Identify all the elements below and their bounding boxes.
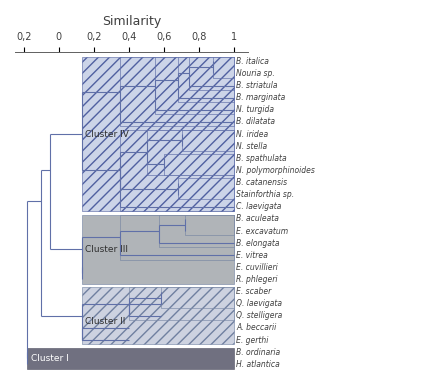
Bar: [120, 130, 234, 211]
Bar: [155, 57, 234, 114]
Text: E. excavatum: E. excavatum: [236, 226, 288, 235]
Bar: [161, 287, 234, 308]
Text: N. iridea: N. iridea: [236, 130, 268, 138]
Bar: [81, 214, 234, 284]
Bar: [181, 130, 234, 151]
Bar: [81, 57, 234, 211]
Text: Cluster IV: Cluster IV: [85, 130, 129, 138]
Title: Similarity: Similarity: [102, 15, 161, 28]
Text: N. polymorphinoides: N. polymorphinoides: [236, 166, 315, 175]
Text: E. gerthi: E. gerthi: [236, 336, 268, 345]
Text: H. atlantica: H. atlantica: [236, 360, 280, 369]
Bar: [164, 154, 234, 175]
Bar: [213, 57, 234, 78]
Text: B. italica: B. italica: [236, 57, 269, 66]
Text: A. beccarii: A. beccarii: [236, 323, 276, 333]
Text: B. ordinaria: B. ordinaria: [236, 348, 280, 357]
Text: E. cuvillieri: E. cuvillieri: [236, 263, 278, 272]
Text: B. aculeata: B. aculeata: [236, 214, 279, 223]
Bar: [178, 57, 234, 102]
Text: B. marginata: B. marginata: [236, 93, 285, 102]
Text: Nouria sp.: Nouria sp.: [236, 69, 275, 78]
Text: Q. laevigata: Q. laevigata: [236, 299, 282, 308]
Bar: [129, 287, 234, 320]
Text: B. elongata: B. elongata: [236, 238, 279, 248]
Text: B. catanensis: B. catanensis: [236, 178, 287, 187]
Text: Q. stelligera: Q. stelligera: [236, 311, 282, 320]
Text: B. dilatata: B. dilatata: [236, 117, 275, 126]
Text: Stainforthia sp.: Stainforthia sp.: [236, 190, 294, 199]
Text: E. vitrea: E. vitrea: [236, 251, 268, 260]
Text: N. turgida: N. turgida: [236, 105, 274, 114]
Text: C. laevigata: C. laevigata: [236, 202, 281, 211]
Text: Cluster I: Cluster I: [31, 354, 68, 363]
Bar: [159, 214, 234, 247]
Text: N. stella: N. stella: [236, 142, 267, 151]
Text: B. spathulata: B. spathulata: [236, 154, 287, 163]
Text: Cluster II: Cluster II: [85, 317, 125, 326]
Text: E. scaber: E. scaber: [236, 287, 271, 296]
Bar: [189, 57, 234, 90]
Bar: [81, 287, 234, 344]
Bar: [120, 57, 234, 126]
Bar: [27, 348, 234, 369]
Text: B. striatula: B. striatula: [236, 81, 278, 90]
Bar: [120, 214, 234, 259]
Bar: [185, 214, 234, 235]
Bar: [146, 130, 234, 175]
Text: Cluster III: Cluster III: [85, 245, 128, 254]
Bar: [178, 178, 234, 199]
Text: R. phlegeri: R. phlegeri: [236, 275, 278, 284]
